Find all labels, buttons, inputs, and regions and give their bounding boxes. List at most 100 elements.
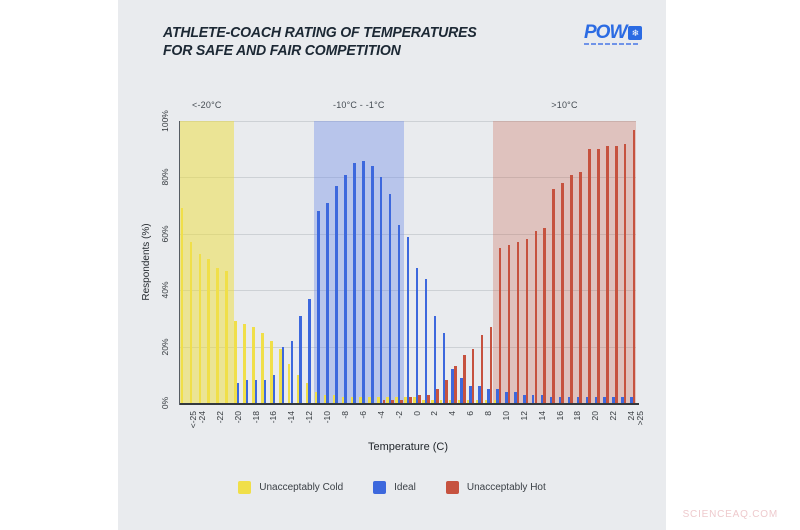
y-tick-label: 60% [160,225,170,243]
bar [514,391,517,403]
bar [418,394,421,403]
bar [415,267,419,403]
bar [448,400,452,403]
y-tick-label: 100% [160,110,170,132]
x-axis-title: Temperature (C) [367,441,449,453]
bar [615,146,618,403]
x-tick-label: -4 [375,411,386,419]
bar [359,397,362,403]
bar [368,397,371,403]
bar [612,397,615,403]
legend-item: Unacceptably Cold [238,481,343,494]
x-tick-label: -24 [196,411,207,424]
bar [442,332,445,403]
bar [463,355,466,403]
x-tick-label: -6 [357,411,368,419]
bar [457,400,461,403]
bar [475,400,479,403]
bar [379,177,383,403]
x-tick-label: -2 [393,411,404,419]
bar [395,397,398,403]
y-tick-label: 80% [160,168,170,186]
bar [234,321,237,403]
bar [552,188,555,403]
bar [603,397,606,403]
x-tick-label: 10 [500,411,511,421]
x-tick-label: >25 [635,411,646,426]
bar [630,397,633,403]
y-axis-line [179,121,180,405]
bar [314,391,318,403]
logo-tagline-line [584,43,640,45]
bar [377,397,380,403]
bar [422,400,425,403]
x-tick-label: 2 [429,411,440,416]
bar [245,380,249,403]
bar [534,231,537,403]
bar [606,146,609,403]
x-axis-line [179,403,639,405]
bar [400,400,403,403]
bar [386,397,389,403]
x-tick-label: -14 [286,411,297,424]
bar [561,183,564,403]
bar [189,242,192,403]
band-label: -10°C - -1°C [333,100,385,110]
title-line-1: ATHLETE-COACH RATING OF TEMPERATURES [163,24,477,41]
bar [216,267,219,403]
bar [585,397,589,403]
bar [507,245,511,403]
bar [469,386,472,403]
x-tick-label: -10 [322,411,333,424]
bar [579,171,582,403]
bar [505,391,508,403]
bar [353,163,356,403]
bar [516,242,520,403]
bar [493,400,496,403]
bar [487,388,490,403]
bar [397,225,401,403]
x-tick-label: -8 [339,411,350,419]
bar [525,239,529,403]
bar [299,315,302,403]
bar [406,236,410,403]
bar [498,247,502,403]
bar [207,259,210,403]
bar [576,397,580,403]
band-overlay [314,121,404,403]
bar [335,185,338,403]
bar [567,397,571,403]
legend-swatch [445,481,459,494]
legend-label: Ideal [394,482,416,493]
bar [261,332,264,403]
x-tick-label: 22 [608,411,619,421]
bar [326,202,329,403]
bar [496,388,499,403]
snowflake-icon: ❄ [628,26,643,40]
grid-line [180,233,636,235]
bar [558,397,562,403]
bar [180,208,184,403]
bar [254,380,258,403]
bar [317,211,320,403]
bar [549,397,553,403]
bar [478,386,481,403]
bar [404,397,407,403]
bar [632,129,636,403]
bar [413,397,416,403]
bar [341,397,344,403]
bar [451,369,454,403]
bar [588,149,591,403]
page-title: ATHLETE-COACH RATING OF TEMPERATURES FOR… [163,24,539,60]
legend: Unacceptably Cold Ideal Unacceptably Hot [118,481,666,494]
bar [382,400,385,403]
x-tick-label: 18 [572,411,583,421]
pow-logo: POW ❄ [584,23,654,45]
bar [308,298,311,403]
bar [198,253,201,403]
bar [489,326,493,403]
x-tick-label: 0 [411,411,422,416]
bar [466,400,470,403]
bar [484,400,488,403]
